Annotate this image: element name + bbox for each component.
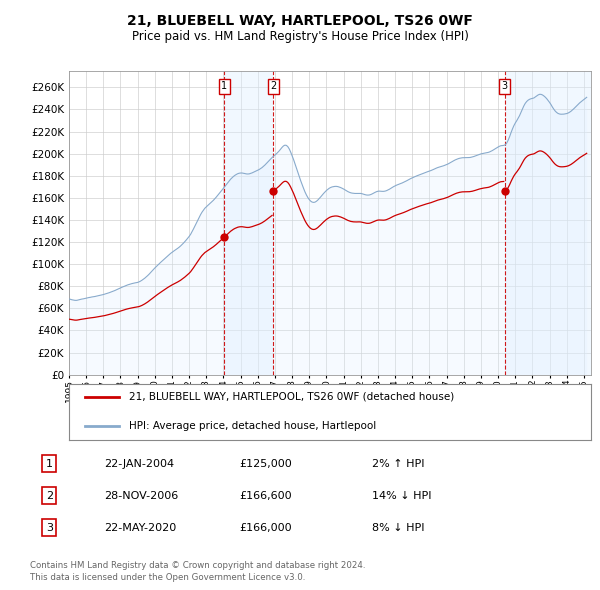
Text: 3: 3 [502, 81, 508, 91]
Text: 3: 3 [46, 523, 53, 533]
Text: 22-JAN-2004: 22-JAN-2004 [104, 458, 175, 468]
Text: 21, BLUEBELL WAY, HARTLEPOOL, TS26 0WF (detached house): 21, BLUEBELL WAY, HARTLEPOOL, TS26 0WF (… [129, 392, 454, 402]
Text: 22-MAY-2020: 22-MAY-2020 [104, 523, 177, 533]
Text: 1: 1 [46, 458, 53, 468]
Text: 8% ↓ HPI: 8% ↓ HPI [372, 523, 425, 533]
Bar [224, 71, 274, 375]
Text: HPI: Average price, detached house, Hartlepool: HPI: Average price, detached house, Hart… [129, 421, 376, 431]
Text: £166,000: £166,000 [240, 523, 292, 533]
Text: 2: 2 [270, 81, 277, 91]
Text: 1: 1 [221, 81, 227, 91]
Text: This data is licensed under the Open Government Licence v3.0.: This data is licensed under the Open Gov… [30, 573, 305, 582]
Bar [505, 71, 591, 375]
Text: 2: 2 [46, 491, 53, 500]
Text: 21, BLUEBELL WAY, HARTLEPOOL, TS26 0WF: 21, BLUEBELL WAY, HARTLEPOOL, TS26 0WF [127, 14, 473, 28]
Text: Contains HM Land Registry data © Crown copyright and database right 2024.: Contains HM Land Registry data © Crown c… [30, 560, 365, 569]
Text: 28-NOV-2006: 28-NOV-2006 [104, 491, 179, 500]
Text: £166,600: £166,600 [240, 491, 292, 500]
Text: £125,000: £125,000 [240, 458, 293, 468]
Text: 2% ↑ HPI: 2% ↑ HPI [372, 458, 425, 468]
Text: Price paid vs. HM Land Registry's House Price Index (HPI): Price paid vs. HM Land Registry's House … [131, 30, 469, 43]
Text: 14% ↓ HPI: 14% ↓ HPI [372, 491, 432, 500]
